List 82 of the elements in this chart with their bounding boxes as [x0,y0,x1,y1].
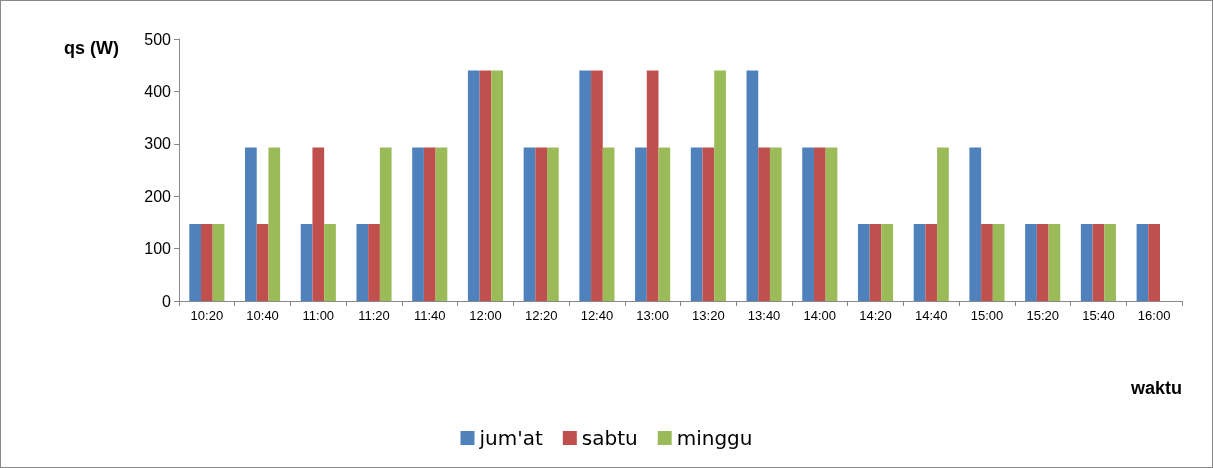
bar [646,70,659,301]
bar [591,70,603,301]
y-tick-label: 100 [144,240,172,258]
bar [268,147,281,301]
y-axis-title: qs (W) [64,38,120,58]
bar [702,147,715,301]
bar [769,147,782,301]
bar [881,223,894,301]
bar [602,147,615,301]
x-tick-label: 14:20 [859,308,892,323]
bar [324,223,336,301]
x-tick-label: 11:00 [302,308,335,323]
y-tick-label: 500 [144,30,172,48]
bar [467,70,480,301]
bar [969,147,982,301]
bar [937,147,949,301]
bar [523,147,536,301]
bar [412,147,424,301]
x-tick-label: 15:40 [1082,308,1115,323]
bar [1025,223,1037,301]
bar [201,223,213,301]
bar [379,147,392,301]
bar [368,223,380,301]
bar [189,223,202,301]
bar [212,223,225,301]
bar [690,147,703,301]
bar [579,70,592,301]
x-tick-label: 13:40 [747,308,781,323]
y-tick-label: 300 [144,135,172,153]
x-tick-label: 10:20 [190,308,224,323]
x-axis-title: waktu [1129,378,1182,398]
bar [1104,223,1116,301]
bar [825,147,838,301]
legend-label: minggu [676,426,753,450]
bar [547,147,559,301]
bar [635,147,647,301]
bar [1136,223,1149,301]
x-tick-label: 11:20 [358,308,390,323]
bar [913,223,926,301]
bar [1148,223,1160,301]
legend-label: sabtu [581,426,638,450]
bar [925,223,938,301]
x-tick-label: 10:40 [246,308,279,323]
bar [256,223,269,301]
bar [300,223,313,301]
bar [312,147,325,301]
legend-label: jum'at [478,426,543,450]
x-tick-label: 14:40 [914,308,948,323]
bar [802,147,814,301]
x-tick-label: 12:20 [524,308,558,323]
bar [245,147,257,301]
bar [435,147,448,301]
bar [479,70,492,301]
bar [869,223,882,301]
bar [1092,223,1105,301]
bar [658,147,671,301]
bar [1036,223,1049,301]
x-tick-label: 13:00 [636,308,669,323]
x-tick-label: 11:40 [413,308,446,323]
bar [813,147,826,301]
bar [857,223,870,301]
bar [491,70,504,301]
bar [992,223,1005,301]
x-tick-label: 12:00 [469,308,502,323]
x-tick-label: 15:20 [1026,308,1059,323]
y-tick-label: 400 [144,82,172,100]
x-tick-label: 12:40 [580,308,614,323]
y-tick-label: 0 [162,292,172,310]
bar [535,147,548,301]
bar [1048,223,1061,301]
x-tick-label: 16:00 [1137,308,1171,323]
bar [1080,223,1093,301]
x-tick-label: 15:00 [970,308,1004,323]
bar [423,147,436,301]
y-tick-label: 200 [144,187,172,205]
bar [758,147,770,301]
x-tick-label: 14:00 [803,308,837,323]
bar [714,70,726,301]
x-tick-label: 13:20 [692,308,725,323]
bar [356,223,369,301]
bar [981,223,993,301]
bar [746,70,759,301]
